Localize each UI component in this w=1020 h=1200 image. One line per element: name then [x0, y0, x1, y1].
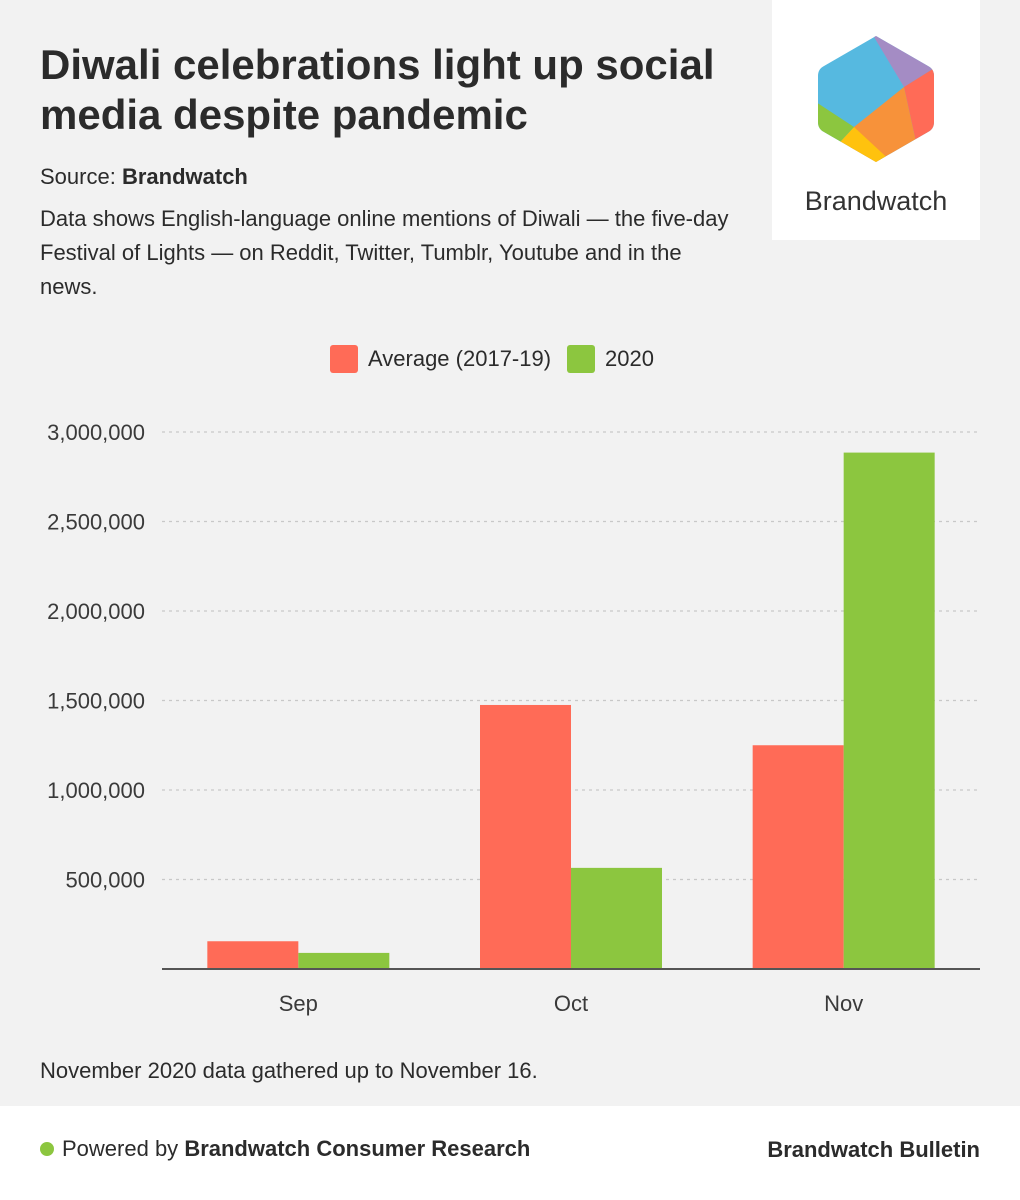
bar-average-nov: [752, 745, 844, 969]
powered-name: Brandwatch Consumer Research: [184, 1136, 531, 1161]
legend-swatch-2020: [567, 345, 596, 373]
brandwatch-logo-text: Brandwatch: [804, 186, 948, 216]
data-note: November 2020 data gathered up to Novemb…: [40, 1058, 538, 1083]
y-tick-label: 500,000: [65, 868, 145, 893]
y-tick-label: 2,500,000: [47, 510, 145, 535]
brandwatch-hexagon-icon: [818, 36, 934, 162]
x-tick-label: Oct: [554, 991, 588, 1016]
bulletin-label: Brandwatch Bulletin: [767, 1137, 980, 1162]
y-tick-label: 1,500,000: [47, 689, 145, 714]
chart-legend: Average (2017-19) 2020: [330, 344, 670, 374]
legend-item-average: Average (2017-19): [330, 345, 551, 373]
chart-title: Diwali celebrations light up social medi…: [40, 41, 715, 138]
brandwatch-logo: Brandwatch: [772, 0, 980, 240]
bar-average-sep: [207, 941, 299, 969]
legend-swatch-average: [330, 345, 358, 373]
chart-description: Data shows English-language online menti…: [40, 206, 729, 299]
green-dot-icon: [40, 1142, 54, 1156]
y-tick-label: 1,000,000: [47, 778, 145, 803]
x-tick-label: Sep: [279, 991, 318, 1016]
legend-label-2020: 2020: [605, 346, 654, 371]
bar-2020-oct: [571, 867, 662, 969]
x-tick-label: Nov: [824, 991, 863, 1016]
legend-item-2020: 2020: [567, 345, 654, 373]
source-label: Source:: [40, 164, 116, 189]
y-tick-label: 2,000,000: [47, 599, 145, 624]
source-line: Source: Brandwatch: [40, 164, 248, 190]
powered-by: Powered by Brandwatch Consumer Research: [40, 1136, 530, 1162]
footer: Powered by Brandwatch Consumer Research …: [0, 1106, 1020, 1200]
bar-2020-nov: [843, 452, 935, 970]
bar-average-oct: [480, 704, 571, 969]
bar-chart: 500,000 1,000,000 1,500,000 2,000,000 2,500,…: [47, 420, 980, 1016]
legend-label-average: Average (2017-19): [368, 346, 552, 371]
source-name: Brandwatch: [121, 164, 248, 189]
bar-2020-sep: [298, 952, 390, 969]
powered-prefix: Powered by: [62, 1136, 179, 1161]
y-tick-label: 3,000,000: [47, 420, 145, 445]
